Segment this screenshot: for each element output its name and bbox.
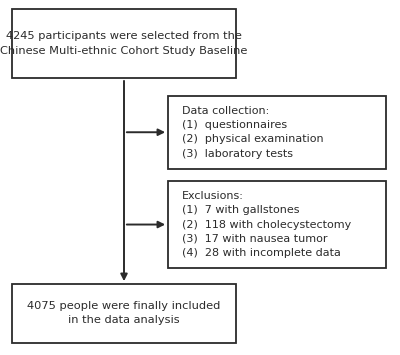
FancyBboxPatch shape — [168, 181, 386, 268]
Text: 4245 participants were selected from the
Chinese Multi-ethnic Cohort Study Basel: 4245 participants were selected from the… — [0, 31, 248, 56]
FancyBboxPatch shape — [168, 96, 386, 169]
Text: Data collection:
(1)  questionnaires
(2)  physical examination
(3)  laboratory t: Data collection: (1) questionnaires (2) … — [182, 106, 324, 159]
Text: 4075 people were finally included
in the data analysis: 4075 people were finally included in the… — [27, 301, 221, 326]
FancyBboxPatch shape — [12, 9, 236, 78]
Text: Exclusions:
(1)  7 with gallstones
(2)  118 with cholecystectomy
(3)  17 with na: Exclusions: (1) 7 with gallstones (2) 11… — [182, 191, 351, 258]
FancyBboxPatch shape — [12, 284, 236, 343]
